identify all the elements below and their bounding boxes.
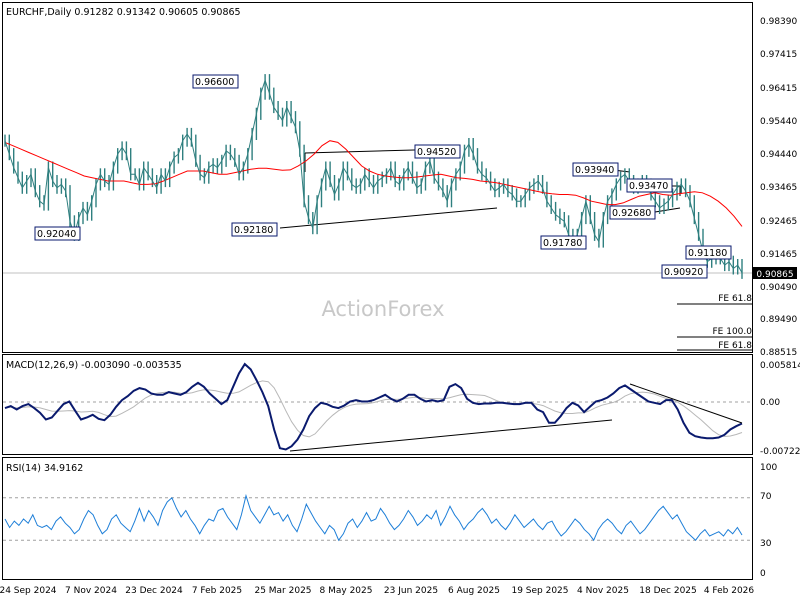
macd-trendlines — [289, 383, 743, 452]
label-91780: 0.91780 — [543, 238, 582, 249]
label-box — [626, 178, 673, 193]
rsi-levels — [3, 497, 752, 541]
x-tick-label: 4 Feb 2026 — [704, 586, 755, 596]
rsi-header: RSI(14) 34.9162 — [6, 463, 83, 474]
label-box — [685, 245, 732, 260]
price-tick-label: 0.89490 — [760, 315, 797, 325]
fe-label: FE 61.8 — [718, 341, 752, 351]
label-box — [572, 162, 619, 177]
label-91180: 0.91180 — [688, 248, 727, 259]
label-96600: 0.96600 — [195, 77, 234, 88]
macd-y-ticks: 0.005814 0.00 -0.007222 — [760, 361, 800, 457]
rsi-y-ticks: 100 70 30 0 — [760, 463, 777, 579]
price-y-ticks: 0.98390 0.97415 0.96415 0.95440 0.94440 … — [760, 17, 797, 358]
label-box — [414, 144, 461, 159]
price-bars — [4, 74, 743, 279]
support-trendline — [279, 207, 498, 229]
macd-tick-label: -0.007222 — [760, 447, 800, 457]
price-tick-label: 0.88515 — [760, 348, 797, 358]
label-94520: 0.94520 — [417, 147, 456, 158]
x-tick-label: 25 Mar 2025 — [254, 586, 311, 596]
x-tick-label: 24 Sep 2024 — [0, 586, 57, 596]
current-price-tag: 0.90865 — [756, 270, 793, 280]
price-tick-label: 0.97415 — [760, 50, 797, 60]
fe-levels — [677, 303, 752, 351]
label-box — [661, 264, 708, 279]
x-axis-labels: 24 Sep 2024 7 Nov 2024 23 Dec 2024 7 Feb… — [0, 586, 754, 596]
x-tick-label: 4 Nov 2025 — [577, 586, 629, 596]
price-tick-label: 0.92465 — [760, 217, 797, 227]
price-tick-label: 0.90490 — [760, 283, 797, 293]
price-tick-label: 0.96415 — [760, 84, 797, 94]
x-tick-label: 7 Nov 2024 — [65, 586, 117, 596]
moving-average-line — [4, 140, 743, 227]
rsi-tick-label: 30 — [760, 539, 772, 549]
label-92680: 0.92680 — [612, 208, 651, 219]
x-tick-label: 8 May 2025 — [320, 586, 373, 596]
price-header: EURCHF,Daily 0.91282 0.91342 0.90605 0.9… — [6, 7, 241, 18]
label-box — [540, 235, 587, 250]
label-93470: 0.93470 — [629, 181, 668, 192]
x-tick-label: 7 Feb 2025 — [192, 586, 242, 596]
current-price-tag-bg — [753, 267, 797, 279]
price-tick-label: 0.93465 — [760, 183, 797, 193]
label-box — [231, 222, 278, 237]
price-labels: 0.96600 0.94520 0.93940 0.93470 0.92680 … — [34, 74, 732, 279]
panel-frames — [2, 2, 753, 580]
label-box — [609, 205, 656, 220]
price-panel-frame — [2, 2, 753, 353]
fe-label: FE 61.8 — [718, 294, 752, 304]
macd-panel-frame — [2, 354, 753, 455]
price-tick-label: 0.91465 — [760, 250, 797, 260]
label-90920: 0.90920 — [664, 267, 703, 278]
label-box — [192, 74, 239, 89]
price-close-line — [4, 78, 743, 274]
macd-line — [4, 362, 743, 451]
macd-support-trendline — [289, 419, 613, 452]
fe-label: FE 100.0 — [713, 327, 753, 337]
macd-tick-label: 0.005814 — [760, 361, 800, 371]
macd-signal-line — [4, 380, 743, 438]
label-92180: 0.92180 — [234, 225, 273, 236]
price-tick-label: 0.98390 — [760, 17, 797, 27]
x-tick-label: 18 Dec 2025 — [639, 586, 697, 596]
x-tick-label: 19 Sep 2025 — [511, 586, 568, 596]
macd-resistance-trendline — [629, 383, 743, 424]
macd-header: MACD(12,26,9) -0.003090 -0.003535 — [6, 360, 182, 371]
label-box — [34, 226, 81, 241]
trough-connector — [654, 207, 681, 213]
x-tick-label: 6 Aug 2025 — [448, 586, 500, 596]
watermark: ActionForex — [321, 297, 444, 321]
fe-labels: FE 61.8 FE 100.0 FE 61.8 — [713, 294, 753, 351]
rsi-panel-frame — [2, 457, 753, 580]
rsi-tick-label: 70 — [760, 492, 772, 502]
price-tick-label: 0.95440 — [760, 117, 797, 127]
rsi-tick-label: 100 — [760, 463, 777, 473]
label-92040: 0.92040 — [37, 229, 76, 240]
rsi-line — [4, 493, 743, 542]
x-tick-label: 23 Dec 2024 — [125, 586, 183, 596]
price-tick-label: 0.94440 — [760, 150, 797, 160]
label-93940: 0.93940 — [575, 165, 614, 176]
x-tick-label: 23 Jun 2025 — [384, 586, 438, 596]
rsi-tick-label: 0 — [760, 569, 766, 579]
macd-tick-label: 0.00 — [760, 398, 780, 408]
